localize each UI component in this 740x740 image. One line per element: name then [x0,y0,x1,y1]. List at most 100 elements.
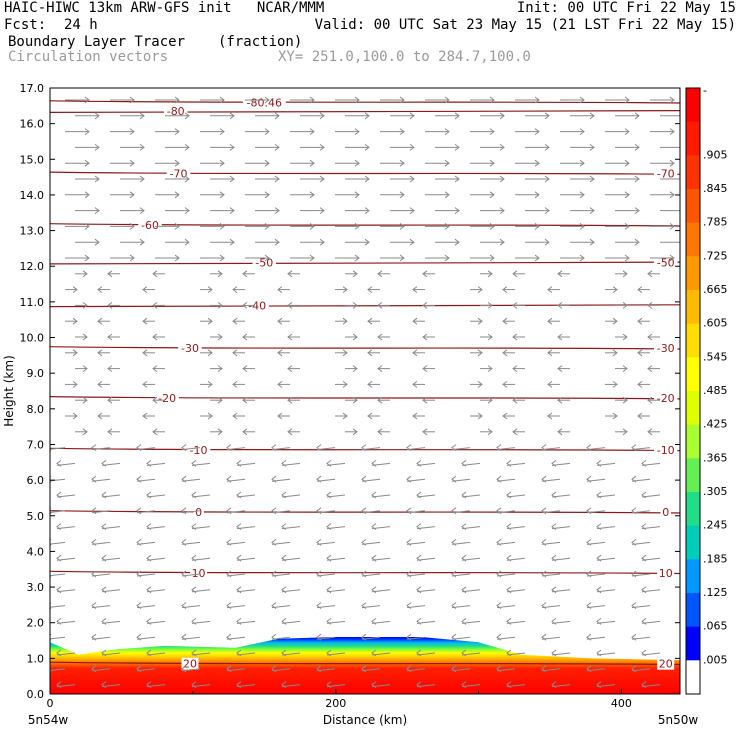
vector-arrowhead [624,223,630,230]
vector-arrowhead [242,302,248,309]
vector-arrowhead [226,570,232,578]
vector-arrowhead [354,159,360,167]
vector-arrowhead [274,175,280,183]
y-tick-label: 1.0 [27,652,45,665]
vector-arrowhead [361,444,367,451]
vector-arrowhead [82,270,88,278]
vector-arrowhead [281,554,287,562]
vector-arrowhead [219,159,225,167]
vectors-name: Circulation vectors [8,49,169,65]
vector-arrowhead [412,317,418,325]
vector-arrowhead [242,396,248,404]
vector-arrowhead [152,270,158,278]
colorbar-swatch [686,323,700,358]
contour-label: 0 [195,506,202,519]
vector-arrowhead [416,649,422,657]
vector-arrowhead [101,554,107,562]
vector-arrowhead [152,396,158,404]
vector-arrowhead [217,333,223,341]
contour-label-bg [245,299,269,312]
y-tick-label: 5.0 [27,510,45,523]
vector-arrowhead [236,586,242,594]
vector-arrowhead [226,539,232,546]
vector-arrowhead [451,539,457,546]
vector-arrowhead [226,475,232,483]
vector-arrowhead [342,286,348,293]
vector-arrowhead [236,649,242,657]
colorbar-swatch [686,660,700,695]
vector-arrowhead [271,444,277,451]
vector-arrowhead [361,475,367,483]
vector-arrowhead [142,349,148,357]
vector-arrowhead [174,254,180,262]
vector-arrowhead [364,112,370,120]
colorbar-label: .605 [703,317,728,330]
vector-arrowhead [502,286,508,293]
vector-arrowhead [377,333,383,341]
vector-arrowhead [264,191,270,199]
vector-arrowhead [631,602,637,609]
vector-arrowhead [477,381,483,388]
plot-frame [49,87,681,695]
vector-arrowhead [236,523,242,530]
vector-arrowhead [72,381,78,388]
vector-arrowhead [399,96,405,104]
y-tick-label: 12.0 [20,260,45,273]
vector-arrowhead [496,444,502,451]
vector-arrowhead [84,223,90,230]
colorbar-label: .365 [703,451,728,464]
vector-arrowhead [451,665,457,673]
contour-label: -70 [657,168,675,181]
vector-arrowhead [181,602,187,609]
vector-arrowhead [129,96,135,104]
vector-arrowhead [416,554,422,562]
vector-arrowhead [557,396,563,404]
vector-arrowhead [451,475,457,483]
vector-arrowhead [409,112,415,120]
vector-arrowhead [91,602,97,609]
vector-arrowhead [496,539,502,546]
vector-arrowhead [586,570,592,578]
vector-arrowhead [416,681,422,688]
y-tick-label: 9.0 [27,367,45,380]
colorbar-swatch [686,189,700,224]
colorbar-swatch [686,593,700,628]
vector-arrowhead [512,365,518,372]
vector-arrowhead [422,428,428,436]
vector-arrowhead [236,554,242,562]
vector-arrowhead [281,618,287,625]
colorbar-label: .305 [703,485,728,498]
vector-arrowhead [136,507,142,515]
vector-arrowhead [534,191,540,199]
vector-arrowhead [596,649,602,657]
vector-arrowhead [461,554,467,562]
vector-arrowhead [624,159,630,167]
vector-arrowhead [444,223,450,230]
vector-arrowhead [326,649,332,657]
vector-arrowhead [547,349,553,357]
vector-arrowhead [551,523,557,530]
y-tick-label: 14.0 [20,189,45,202]
vector-arrowhead [586,602,592,609]
vector-arrowhead [496,570,502,578]
vector-arrowhead [371,554,377,562]
vector-arrow [50,510,66,513]
x-tick-label: 0 [47,697,54,710]
vector-arrowhead [236,460,242,467]
vector-arrowhead [232,286,238,293]
y-tick-label: 3.0 [27,581,45,594]
vector-arrowhead [232,412,238,420]
vector-arrowhead [91,475,97,483]
vector-arrowhead [232,381,238,388]
vector-arrowhead [82,396,88,404]
vector-arrowhead [277,412,283,420]
vector-arrowhead [679,144,680,151]
contour-line [50,570,680,575]
vector-arrowhead [499,112,505,120]
vector-arrowhead [502,412,508,420]
vector-arrowhead [242,365,248,372]
boundary-layer-area [50,637,680,694]
colorbar-label: .065 [703,620,728,633]
vector-arrowhead [631,539,637,546]
tracer-field [50,637,680,694]
